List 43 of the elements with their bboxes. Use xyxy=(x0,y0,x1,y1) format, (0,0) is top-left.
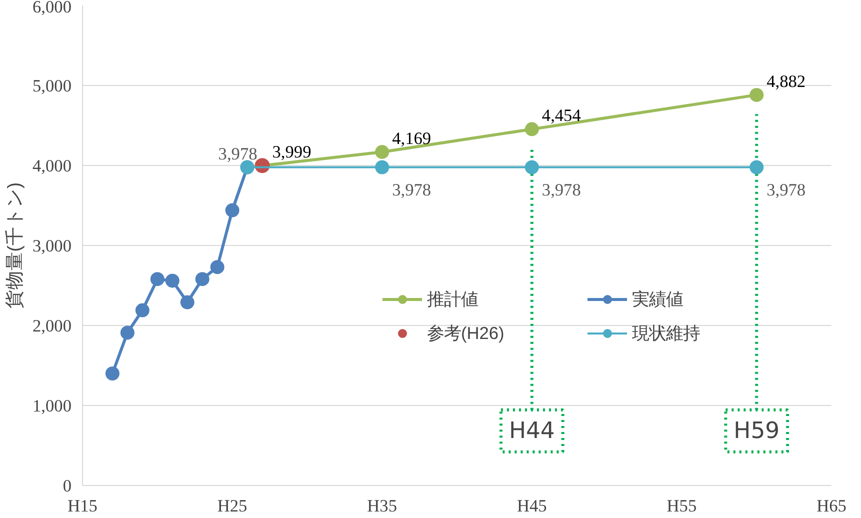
annotation: H44 xyxy=(508,418,555,444)
y-tick-label: 5,000 xyxy=(32,76,72,96)
point xyxy=(225,203,240,218)
data-label: 4,882 xyxy=(766,72,806,91)
y-tick-label: 3,000 xyxy=(32,236,72,256)
legend-label: 実績値 xyxy=(632,288,684,311)
x-tick-label: H45 xyxy=(516,496,547,516)
point xyxy=(180,295,194,310)
y-tick-label: 0 xyxy=(62,476,72,496)
x-tick-label: H15 xyxy=(68,496,98,516)
point xyxy=(524,122,539,136)
annotation: H59 xyxy=(734,418,780,444)
data-label: 3,978 xyxy=(766,180,806,200)
x-tick-label: H65 xyxy=(816,496,846,516)
y-tick-label: 2,000 xyxy=(32,316,72,336)
point xyxy=(750,160,764,174)
point xyxy=(135,303,150,318)
y-tick-label: 6,000 xyxy=(32,0,72,16)
legend-label: 現状維持 xyxy=(632,322,701,345)
point xyxy=(150,272,164,286)
data-label: 3,978 xyxy=(392,180,432,200)
x-tick-label: H25 xyxy=(217,496,248,516)
legend-label: 推計値 xyxy=(427,288,479,311)
data-label: 3,978 xyxy=(218,144,258,164)
point xyxy=(524,160,539,174)
data-label: 3,978 xyxy=(542,180,581,200)
data-label: 4,454 xyxy=(542,106,582,126)
point xyxy=(375,144,390,159)
y-tick-label: 1,000 xyxy=(32,396,72,416)
point xyxy=(375,160,390,174)
point xyxy=(195,272,210,286)
legend-label: 参考(H26) xyxy=(427,322,506,345)
x-tick-label: H35 xyxy=(367,496,398,516)
data-label: 3,999 xyxy=(272,142,312,162)
data-label: 4,169 xyxy=(392,128,432,148)
y-tick-label: 4,000 xyxy=(32,156,72,176)
point xyxy=(105,366,120,380)
y-axis-title: 貨物量(千トン) xyxy=(4,182,25,309)
point xyxy=(120,326,134,340)
point xyxy=(165,274,180,288)
point xyxy=(210,260,224,274)
point xyxy=(750,88,764,102)
x-tick-label: H55 xyxy=(666,496,697,516)
